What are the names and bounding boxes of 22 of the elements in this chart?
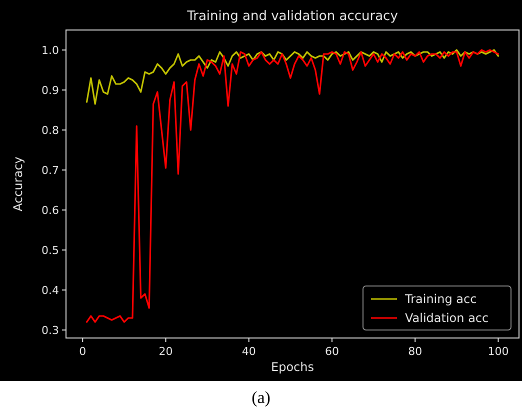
legend-label: Training acc	[404, 292, 477, 306]
x-axis-title: Epochs	[271, 360, 314, 374]
x-tick-label: 60	[324, 345, 339, 358]
x-tick-label: 100	[488, 345, 509, 358]
line-series	[86, 49, 500, 323]
y-tick-label: 0.6	[42, 204, 59, 217]
y-tick-label: 0.9	[42, 84, 59, 97]
line-series	[86, 49, 500, 105]
y-tick-label: 0.8	[42, 124, 59, 137]
y-tick-label: 0.5	[42, 244, 59, 257]
y-axis-title: Accuracy	[11, 156, 25, 212]
text: (a)	[252, 388, 270, 407]
x-tick-label: 0	[79, 345, 86, 358]
y-tick-label: 0.7	[42, 164, 59, 177]
chart-title: Training and validation accuracy	[186, 9, 398, 24]
x-tick-label: 20	[158, 345, 173, 358]
x-tick-label: 80	[408, 345, 422, 358]
x-tick-label: 40	[242, 345, 256, 358]
legend-label: Validation acc	[405, 311, 489, 325]
y-tick-label: 0.3	[42, 324, 59, 337]
y-tick-label: 0.4	[42, 284, 59, 297]
y-tick-label: 1.0	[42, 44, 59, 57]
